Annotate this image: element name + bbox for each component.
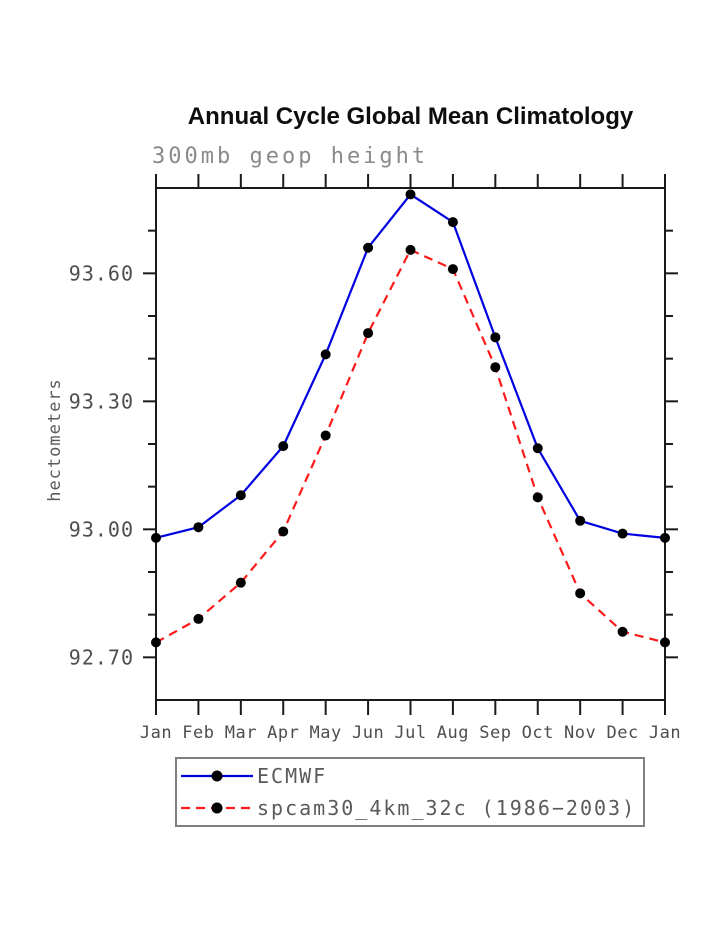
- series-spcam-point: [532, 492, 543, 503]
- series-spcam-point: [617, 626, 628, 637]
- x-tick-label: Jan: [649, 723, 681, 743]
- series-spcam-line: [155, 248, 666, 644]
- y-tick-label: 93.30: [69, 389, 134, 413]
- series-ecmwf-point: [660, 532, 670, 543]
- series-spcam-point: [278, 526, 289, 537]
- x-tick-label: Sep: [479, 723, 511, 743]
- x-axis-ticks: [155, 174, 666, 715]
- plot-frame: [155, 187, 666, 701]
- series-ecmwf-point: [151, 532, 161, 543]
- x-tick-label: Aug: [437, 723, 469, 743]
- x-tick-label: Jun: [352, 723, 384, 743]
- series-spcam-point: [363, 328, 374, 339]
- series-ecmwf-point: [617, 528, 628, 539]
- series-ecmwf-point: [532, 443, 543, 454]
- chart-subtitle: 300mb geop height: [152, 144, 429, 169]
- y-axis-ticks: [143, 229, 678, 659]
- series-spcam-point: [193, 613, 204, 624]
- x-tick-label: May: [310, 723, 342, 743]
- x-tick-label: Mar: [225, 723, 257, 743]
- series-ecmwf-point: [447, 217, 458, 228]
- series-ecmwf: [151, 189, 670, 543]
- series-ecmwf-point: [320, 349, 331, 360]
- series-ecmwf-point: [193, 522, 204, 533]
- series-ecmwf-point: [405, 189, 416, 200]
- legend-line-sample-ecmwf: [181, 770, 253, 782]
- legend-marker-dot: [211, 770, 223, 782]
- series-ecmwf-point: [235, 490, 246, 501]
- x-tick-labels: Jan Feb Mar Apr May Jun Jul Aug Sep Oct Nov Dec Jan: [140, 723, 681, 743]
- y-tick-label: 93.60: [69, 261, 134, 285]
- x-tick-label: Feb: [182, 723, 214, 743]
- y-tick-labels: 92.70 93.00 93.30 93.60: [69, 261, 134, 669]
- series-spcam: [151, 244, 670, 648]
- x-tick-label: Nov: [564, 723, 596, 743]
- series-ecmwf-point: [363, 242, 374, 253]
- x-tick-label: Oct: [522, 723, 554, 743]
- series-ecmwf-point: [490, 332, 501, 343]
- legend-label-ecmwf: ECMWF: [257, 764, 328, 789]
- series-spcam-point: [320, 430, 331, 441]
- x-tick-label: Jan: [140, 723, 172, 743]
- y-tick-label: 93.00: [69, 517, 134, 541]
- series-spcam-point: [151, 637, 161, 648]
- legend-line-sample-spcam: [181, 802, 253, 814]
- series-spcam-point: [447, 264, 458, 275]
- legend: ECMWF spcam30_4km_32c (1986−2003): [175, 757, 645, 827]
- chart-title: Annual Cycle Global Mean Climatology: [187, 103, 634, 130]
- series-ecmwf-point: [575, 515, 586, 526]
- legend-label-spcam: spcam30_4km_32c (1986−2003): [257, 795, 637, 820]
- series-spcam-point: [575, 588, 586, 599]
- x-tick-label: Apr: [267, 723, 299, 743]
- legend-marker-dot: [211, 802, 223, 814]
- series-spcam-point: [660, 637, 670, 648]
- x-tick-label: Dec: [606, 723, 638, 743]
- series-spcam-point: [405, 244, 416, 255]
- series-ecmwf-point: [278, 441, 289, 452]
- legend-item-spcam: spcam30_4km_32c (1986−2003): [179, 794, 643, 822]
- y-tick-label: 92.70: [69, 645, 134, 669]
- x-tick-label: Jul: [394, 723, 426, 743]
- legend-item-ecmwf: ECMWF: [179, 762, 643, 790]
- series-spcam-point: [490, 362, 501, 373]
- series-spcam-point: [235, 577, 246, 588]
